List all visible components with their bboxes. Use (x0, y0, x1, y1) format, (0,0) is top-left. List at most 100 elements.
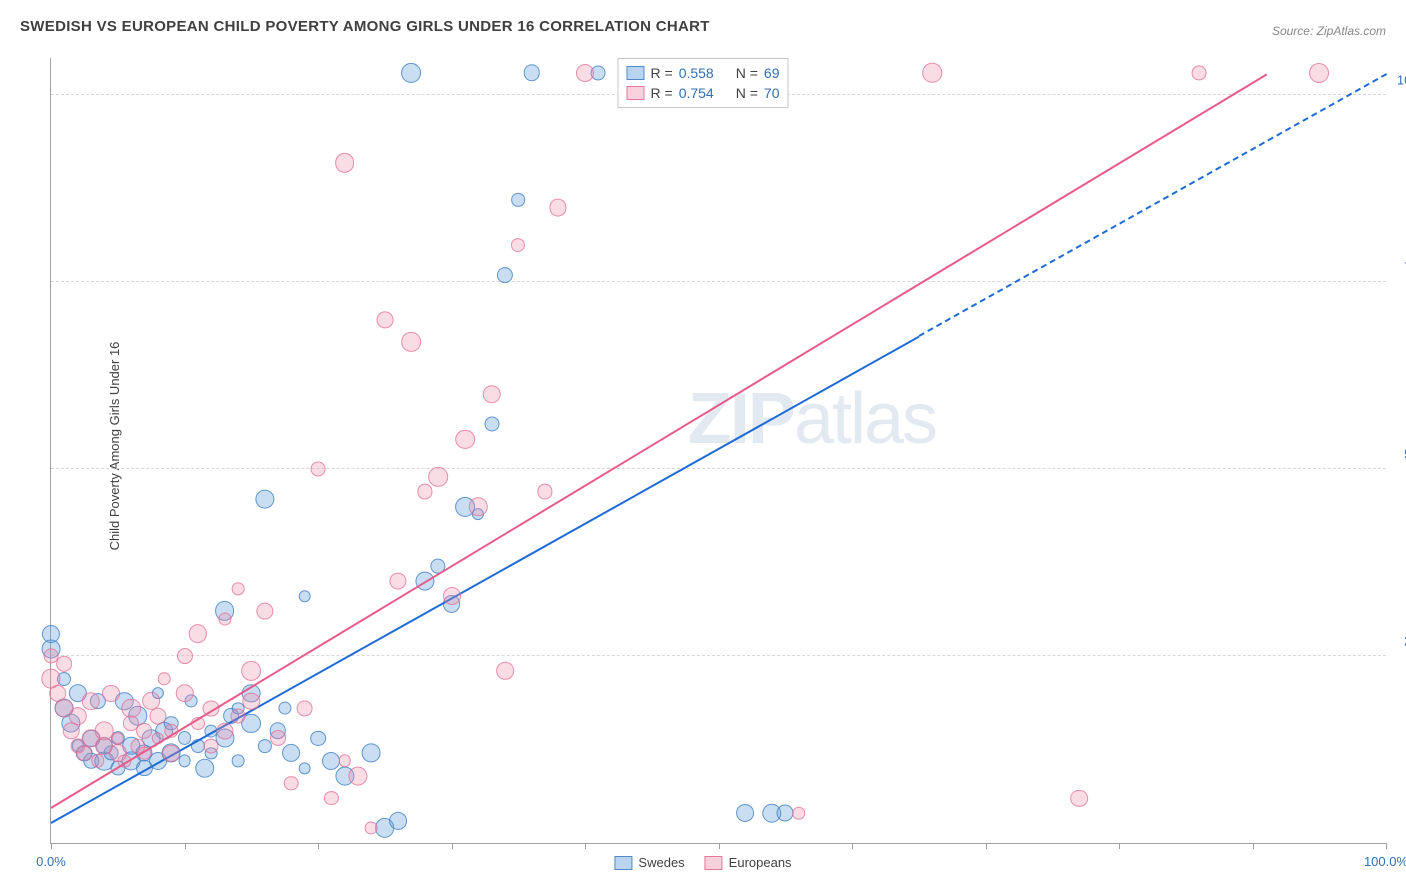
scatter-point (195, 759, 215, 779)
watermark: ZIPatlas (688, 378, 936, 460)
trend-line-swedes (51, 335, 920, 823)
legend-item: Europeans (705, 855, 792, 870)
legend-swatch (614, 856, 632, 870)
scatter-point (523, 65, 540, 82)
legend-r-value: 0.754 (679, 85, 714, 101)
scatter-point (230, 708, 245, 723)
scatter-point (178, 754, 191, 767)
scatter-point (792, 806, 806, 820)
scatter-point (455, 429, 475, 449)
scatter-point (922, 63, 942, 83)
scatter-point (389, 812, 407, 830)
scatter-point (469, 497, 488, 516)
scatter-point (256, 603, 273, 620)
scatter-point (298, 590, 311, 603)
scatter-point (576, 64, 594, 82)
scatter-point (335, 153, 355, 173)
scatter-point (1070, 789, 1088, 807)
scatter-point (511, 238, 525, 252)
scatter-point (241, 661, 261, 681)
scatter-point (57, 656, 73, 672)
scatter-point (338, 755, 350, 767)
chart-title: SWEDISH VS EUROPEAN CHILD POVERTY AMONG … (20, 18, 710, 35)
source-attribution: Source: ZipAtlas.com (1272, 24, 1386, 38)
y-tick-label: 100.0% (1397, 73, 1406, 88)
scatter-point (298, 762, 311, 775)
scatter-point (428, 467, 448, 487)
legend-swatch (627, 86, 645, 100)
scatter-point (176, 648, 192, 664)
plot-area: ZIPatlas 25.0%50.0%75.0%100.0%0.0%100.0% (50, 58, 1386, 844)
scatter-point (402, 63, 422, 83)
scatter-point (42, 625, 60, 643)
x-tick-mark (1386, 843, 1387, 849)
legend-swatch (627, 66, 645, 80)
scatter-point (736, 804, 754, 822)
scatter-point (69, 707, 87, 725)
scatter-point (77, 746, 93, 762)
scatter-point (310, 731, 326, 747)
gridline-h (51, 281, 1386, 282)
correlation-legend: R = 0.558 N = 69 R = 0.754 N = 70 (618, 58, 789, 108)
scatter-point (121, 699, 141, 719)
scatter-point (484, 417, 499, 432)
x-tick-mark (986, 843, 987, 849)
scatter-point (376, 311, 393, 328)
x-tick-label: 0.0% (36, 854, 66, 869)
scatter-point (63, 723, 80, 740)
scatter-point (284, 776, 299, 791)
scatter-point (511, 193, 525, 207)
legend-n-value: 70 (764, 85, 780, 101)
scatter-point (324, 791, 338, 805)
x-tick-mark (1119, 843, 1120, 849)
legend-row: R = 0.558 N = 69 (627, 63, 780, 83)
scatter-point (1192, 66, 1207, 81)
scatter-point (482, 385, 500, 403)
scatter-point (348, 766, 367, 785)
x-tick-mark (51, 843, 52, 849)
legend-label: Swedes (638, 855, 684, 870)
scatter-point (232, 754, 245, 767)
scatter-point (1309, 63, 1329, 83)
scatter-point (537, 484, 552, 499)
scatter-point (362, 744, 381, 763)
x-tick-mark (185, 843, 186, 849)
legend-r-label: R = (651, 65, 673, 81)
scatter-point (270, 730, 286, 746)
scatter-point (137, 723, 153, 739)
gridline-h (51, 655, 1386, 656)
gridline-h (51, 468, 1386, 469)
scatter-point (417, 484, 432, 499)
x-tick-label: 100.0% (1364, 854, 1406, 869)
legend-item: Swedes (614, 855, 684, 870)
legend-n-label: N = (736, 65, 758, 81)
scatter-point (189, 624, 207, 642)
legend-r-value: 0.558 (679, 65, 714, 81)
trend-line-europeans (50, 73, 1267, 808)
scatter-point (232, 582, 245, 595)
scatter-point (102, 685, 120, 703)
scatter-point (311, 462, 326, 477)
scatter-point (218, 612, 231, 625)
legend-r-label: R = (651, 85, 673, 101)
legend-row: R = 0.754 N = 70 (627, 83, 780, 103)
scatter-point (255, 489, 274, 508)
legend-n-label: N = (736, 85, 758, 101)
legend-label: Europeans (729, 855, 792, 870)
scatter-point (390, 573, 407, 590)
x-tick-mark (452, 843, 453, 849)
scatter-point (278, 702, 291, 715)
scatter-point (158, 672, 171, 685)
legend-n-value: 69 (764, 65, 780, 81)
scatter-point (496, 662, 514, 680)
scatter-point (282, 744, 300, 762)
scatter-point (296, 700, 313, 717)
series-legend: Swedes Europeans (604, 855, 801, 870)
scatter-point (162, 744, 180, 762)
legend-swatch (705, 856, 723, 870)
x-tick-mark (1253, 843, 1254, 849)
scatter-point (365, 822, 378, 835)
x-tick-mark (318, 843, 319, 849)
trend-line-dash (919, 73, 1388, 337)
x-tick-mark (585, 843, 586, 849)
